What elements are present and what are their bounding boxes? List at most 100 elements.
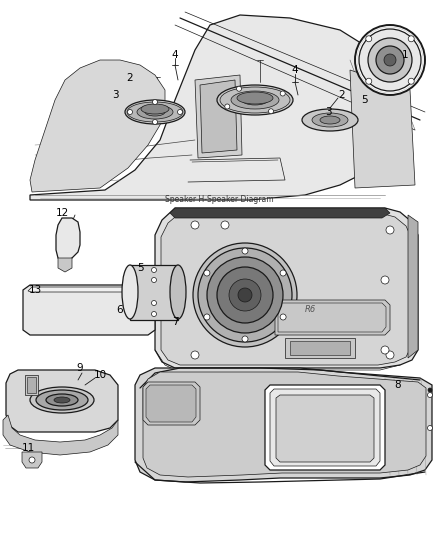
Circle shape xyxy=(225,104,230,109)
Circle shape xyxy=(152,100,158,104)
Circle shape xyxy=(384,54,396,66)
Ellipse shape xyxy=(231,91,279,109)
Polygon shape xyxy=(265,385,385,470)
Polygon shape xyxy=(195,75,242,158)
Polygon shape xyxy=(155,208,418,368)
Circle shape xyxy=(204,270,210,276)
Polygon shape xyxy=(350,70,415,188)
Circle shape xyxy=(238,288,252,302)
Text: 2: 2 xyxy=(339,90,345,100)
Text: 6: 6 xyxy=(117,305,124,315)
Polygon shape xyxy=(23,285,155,335)
Circle shape xyxy=(408,78,414,84)
Circle shape xyxy=(221,221,229,229)
Polygon shape xyxy=(56,218,80,262)
Text: 5: 5 xyxy=(362,95,368,105)
Circle shape xyxy=(280,91,285,96)
Circle shape xyxy=(376,46,404,74)
Circle shape xyxy=(191,351,199,359)
Circle shape xyxy=(152,311,156,317)
Circle shape xyxy=(268,109,273,114)
Polygon shape xyxy=(161,213,411,365)
Circle shape xyxy=(204,314,210,320)
Ellipse shape xyxy=(312,113,348,127)
Polygon shape xyxy=(30,60,165,192)
Ellipse shape xyxy=(302,109,358,131)
Ellipse shape xyxy=(145,108,165,116)
Circle shape xyxy=(359,29,421,91)
Text: 9: 9 xyxy=(77,363,83,373)
Ellipse shape xyxy=(30,387,94,413)
Polygon shape xyxy=(3,415,118,455)
Polygon shape xyxy=(290,341,350,355)
Polygon shape xyxy=(200,80,237,153)
Circle shape xyxy=(381,276,389,284)
Text: 8: 8 xyxy=(395,380,401,390)
Ellipse shape xyxy=(36,390,88,410)
Polygon shape xyxy=(28,287,152,295)
Text: 3: 3 xyxy=(325,107,331,117)
Polygon shape xyxy=(135,368,432,482)
Text: R6: R6 xyxy=(304,305,316,314)
Text: 13: 13 xyxy=(28,285,42,295)
Ellipse shape xyxy=(137,105,173,119)
Circle shape xyxy=(280,314,286,320)
Ellipse shape xyxy=(170,265,186,319)
Polygon shape xyxy=(22,452,42,468)
Polygon shape xyxy=(27,377,36,393)
Circle shape xyxy=(152,278,156,282)
Text: 5: 5 xyxy=(137,263,143,273)
Text: 7: 7 xyxy=(172,317,178,327)
Polygon shape xyxy=(270,389,380,466)
Text: 4: 4 xyxy=(292,65,298,75)
Circle shape xyxy=(127,109,133,115)
Text: 2: 2 xyxy=(127,73,133,83)
Polygon shape xyxy=(276,395,374,462)
Ellipse shape xyxy=(125,100,185,124)
Circle shape xyxy=(280,270,286,276)
Ellipse shape xyxy=(217,85,293,115)
Polygon shape xyxy=(25,375,38,395)
Polygon shape xyxy=(130,265,178,320)
Polygon shape xyxy=(6,370,118,432)
Polygon shape xyxy=(285,338,355,358)
Circle shape xyxy=(152,119,158,125)
Ellipse shape xyxy=(320,116,340,124)
Text: 4: 4 xyxy=(172,50,178,60)
Ellipse shape xyxy=(237,92,273,104)
Circle shape xyxy=(386,351,394,359)
Ellipse shape xyxy=(127,102,183,122)
Polygon shape xyxy=(408,215,418,358)
Circle shape xyxy=(237,86,241,91)
Ellipse shape xyxy=(220,87,290,113)
Circle shape xyxy=(427,425,432,431)
Circle shape xyxy=(427,392,432,398)
Circle shape xyxy=(368,38,412,82)
Circle shape xyxy=(191,221,199,229)
Circle shape xyxy=(207,257,283,333)
Circle shape xyxy=(428,388,432,392)
Polygon shape xyxy=(30,15,400,200)
Circle shape xyxy=(198,248,292,342)
Polygon shape xyxy=(275,300,390,335)
Circle shape xyxy=(152,301,156,305)
Ellipse shape xyxy=(46,394,78,406)
Polygon shape xyxy=(58,258,72,272)
Text: Speaker H-Speaker Diagram: Speaker H-Speaker Diagram xyxy=(165,196,273,205)
Polygon shape xyxy=(146,385,196,422)
Ellipse shape xyxy=(242,95,268,105)
Text: 3: 3 xyxy=(112,90,118,100)
Ellipse shape xyxy=(122,265,138,319)
Circle shape xyxy=(29,457,35,463)
Circle shape xyxy=(177,109,183,115)
Circle shape xyxy=(217,267,273,323)
Circle shape xyxy=(355,25,425,95)
Text: 12: 12 xyxy=(55,208,69,218)
Circle shape xyxy=(366,36,372,42)
Text: 10: 10 xyxy=(93,370,106,380)
Polygon shape xyxy=(170,208,390,218)
Circle shape xyxy=(386,226,394,234)
Circle shape xyxy=(152,268,156,272)
Ellipse shape xyxy=(141,104,169,114)
Circle shape xyxy=(366,78,372,84)
